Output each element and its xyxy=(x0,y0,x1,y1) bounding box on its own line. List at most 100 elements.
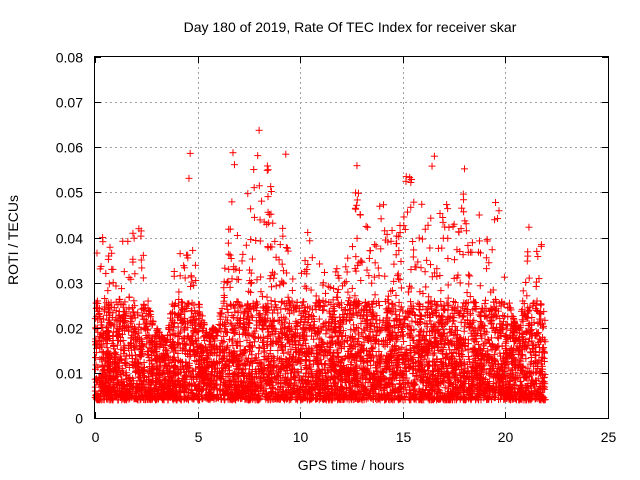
data-point xyxy=(371,337,379,345)
data-point xyxy=(186,149,194,157)
data-point xyxy=(257,288,265,296)
data-point xyxy=(374,264,382,272)
data-point xyxy=(353,162,361,170)
data-point xyxy=(247,288,255,296)
data-point xyxy=(283,244,291,252)
data-point xyxy=(308,254,316,262)
data-point xyxy=(390,260,398,268)
data-point xyxy=(170,267,178,275)
data-point xyxy=(109,265,117,273)
data-point xyxy=(332,268,340,276)
data-point xyxy=(221,264,229,272)
data-point xyxy=(366,247,374,255)
data-point xyxy=(371,241,379,249)
data-point xyxy=(248,255,256,263)
data-point xyxy=(349,243,357,251)
data-point xyxy=(256,237,264,245)
data-point xyxy=(436,209,444,217)
data-point xyxy=(344,288,352,296)
data-point xyxy=(304,229,312,237)
data-point xyxy=(278,260,286,268)
data-point xyxy=(450,297,458,305)
data-point xyxy=(407,284,415,292)
data-point xyxy=(364,223,372,231)
data-point xyxy=(524,248,532,256)
data-point xyxy=(394,270,402,278)
data-point xyxy=(368,279,376,287)
data-point xyxy=(176,250,184,258)
data-point xyxy=(233,275,241,283)
data-point xyxy=(326,283,334,291)
data-point xyxy=(185,174,193,182)
data-point xyxy=(519,287,527,295)
data-point xyxy=(356,211,364,219)
data-point xyxy=(264,193,272,201)
data-point xyxy=(225,225,233,233)
data-point xyxy=(282,315,290,323)
data-point xyxy=(263,166,271,174)
data-point xyxy=(371,291,379,299)
data-point xyxy=(272,282,280,290)
data-point xyxy=(103,344,111,352)
data-point xyxy=(418,235,426,243)
data-point xyxy=(423,256,431,264)
data-point xyxy=(264,166,272,174)
data-point xyxy=(503,325,511,333)
data-point xyxy=(130,234,138,242)
data-point xyxy=(105,280,113,288)
data-point xyxy=(439,234,447,242)
data-point xyxy=(466,293,474,301)
data-point xyxy=(258,197,266,205)
data-point xyxy=(279,224,287,232)
data-point xyxy=(365,254,373,262)
data-point xyxy=(246,266,254,274)
data-point xyxy=(312,292,320,300)
data-point xyxy=(397,284,405,292)
data-point xyxy=(188,278,196,286)
data-point xyxy=(444,205,452,213)
data-point xyxy=(523,257,531,265)
data-point xyxy=(444,294,452,302)
data-point xyxy=(99,238,107,246)
data-point xyxy=(284,247,292,255)
data-point xyxy=(267,183,275,191)
data-point xyxy=(92,354,100,362)
data-point xyxy=(247,205,255,213)
data-point xyxy=(407,178,415,186)
data-point xyxy=(525,274,533,282)
data-point xyxy=(255,182,263,190)
data-point xyxy=(525,223,533,231)
data-point xyxy=(416,288,424,296)
data-point xyxy=(466,272,474,280)
data-point xyxy=(533,247,541,255)
data-point xyxy=(227,254,235,262)
data-point xyxy=(238,257,246,265)
data-point xyxy=(460,165,468,173)
data-point xyxy=(476,282,484,290)
data-point xyxy=(492,198,500,206)
data-point xyxy=(98,348,106,356)
data-point xyxy=(404,208,412,216)
data-point xyxy=(465,280,473,288)
data-point xyxy=(522,278,530,286)
data-point xyxy=(534,253,542,261)
data-point xyxy=(289,275,297,283)
data-point xyxy=(460,208,468,216)
data-point xyxy=(245,287,253,295)
data-point xyxy=(276,241,284,249)
data-point xyxy=(271,297,279,305)
data-point xyxy=(376,202,384,210)
data-point xyxy=(280,324,288,332)
data-point xyxy=(303,265,311,273)
data-point xyxy=(175,339,183,347)
data-point xyxy=(419,289,427,297)
data-point xyxy=(482,296,490,304)
data-point xyxy=(259,338,267,346)
data-point xyxy=(120,268,128,276)
data-point xyxy=(267,188,275,196)
data-point xyxy=(343,268,351,276)
data-point xyxy=(187,273,195,281)
data-point xyxy=(357,257,365,265)
data-point xyxy=(125,293,133,301)
data-point xyxy=(320,268,328,276)
